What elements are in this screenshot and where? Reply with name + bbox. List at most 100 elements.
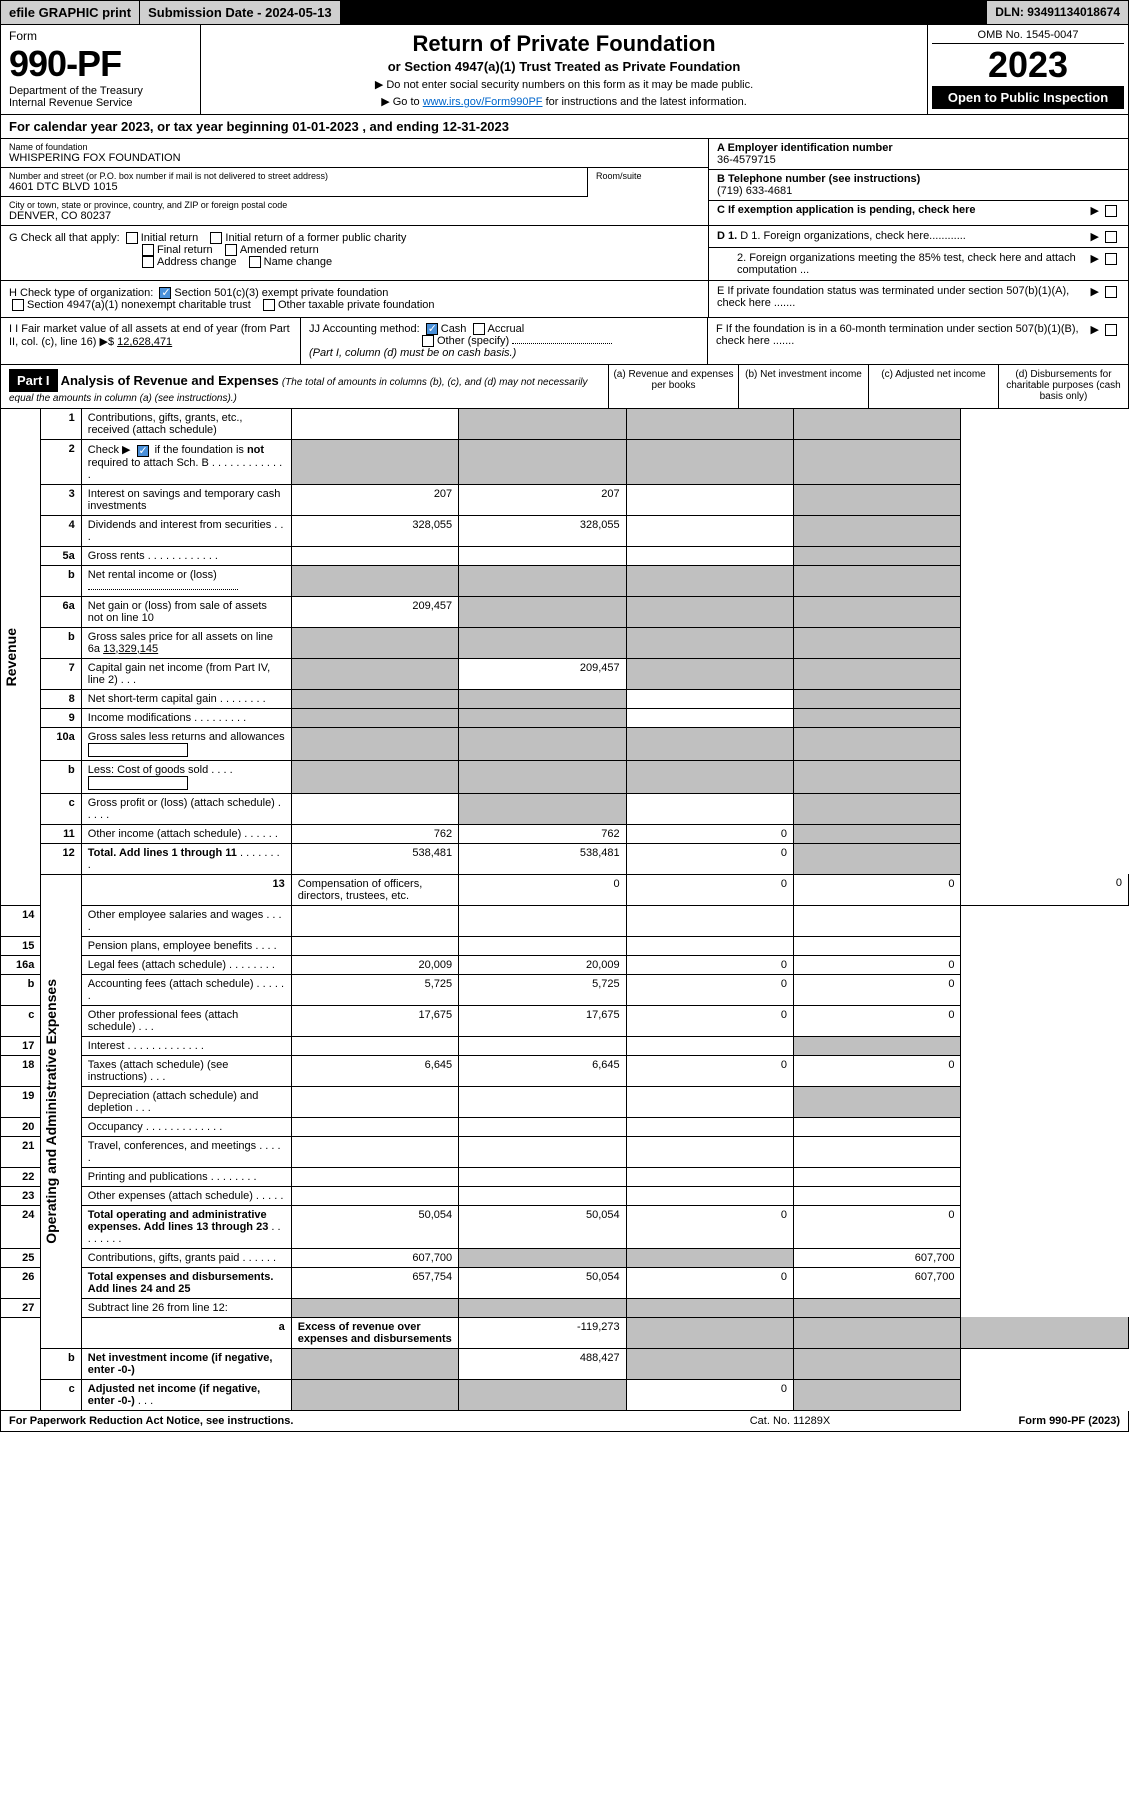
line-27a: aExcess of revenue over expenses and dis… — [1, 1317, 1129, 1348]
omb-number: OMB No. 1545-0047 — [932, 29, 1124, 44]
city-state-zip: DENVER, CO 80237 — [9, 210, 700, 222]
col-b-head: (b) Net investment income — [738, 365, 868, 408]
line-5a: 5aGross rents . . . . . . . . . . . . — [1, 546, 1129, 565]
col-c-head: (c) Adjusted net income — [868, 365, 998, 408]
submission-date: Submission Date - 2024-05-13 — [140, 1, 341, 24]
pra-notice: For Paperwork Reduction Act Notice, see … — [9, 1415, 660, 1427]
d2-checkbox[interactable] — [1105, 253, 1117, 265]
col-d-head: (d) Disbursements for charitable purpose… — [998, 365, 1128, 408]
header-center: Return of Private Foundation or Section … — [201, 25, 928, 114]
topbar-spacer — [341, 1, 988, 24]
line-4: 4Dividends and interest from securities … — [1, 515, 1129, 546]
ein-value: 36-4579715 — [717, 154, 1120, 166]
name-change-cb[interactable] — [249, 256, 261, 268]
line-13: Operating and Administrative Expenses 13… — [1, 874, 1129, 905]
part1-header-row: Part I Analysis of Revenue and Expenses … — [0, 365, 1129, 409]
amended-cb[interactable] — [225, 244, 237, 256]
exemption-cell: C If exemption application is pending, c… — [709, 201, 1128, 219]
f-checkbox[interactable] — [1105, 324, 1117, 336]
line-1: Revenue 1Contributions, gifts, grants, e… — [1, 409, 1129, 440]
exemption-checkbox[interactable] — [1105, 205, 1117, 217]
cash-checkbox[interactable] — [426, 323, 438, 335]
form-subtitle: or Section 4947(a)(1) Trust Treated as P… — [211, 59, 917, 74]
address-row: Number and street (or P.O. box number if… — [1, 168, 708, 197]
address-change-cb[interactable] — [142, 256, 154, 268]
part1-label: Part I — [9, 369, 58, 392]
i-cell: I I Fair market value of all assets at e… — [1, 318, 301, 364]
entity-left: Name of foundation WHISPERING FOX FOUNDA… — [1, 139, 708, 225]
line-6a: 6aNet gain or (loss) from sale of assets… — [1, 596, 1129, 627]
foundation-name: WHISPERING FOX FOUNDATION — [9, 152, 700, 164]
line-8: 8Net short-term capital gain . . . . . .… — [1, 689, 1129, 708]
d2-row: 2. Foreign organizations meeting the 85%… — [709, 248, 1128, 280]
footer: For Paperwork Reduction Act Notice, see … — [0, 1411, 1129, 1432]
line-23: 23Other expenses (attach schedule) . . .… — [1, 1186, 1129, 1205]
line-12: 12Total. Add lines 1 through 11 . . . . … — [1, 843, 1129, 874]
top-bar: efile GRAPHIC print Submission Date - 20… — [0, 0, 1129, 25]
line-3: 3Interest on savings and temporary cash … — [1, 484, 1129, 515]
h2-checkbox[interactable] — [12, 299, 24, 311]
cat-no: Cat. No. 11289X — [660, 1415, 920, 1427]
line-26: 26Total expenses and disbursements. Add … — [1, 1267, 1129, 1298]
line-21: 21Travel, conferences, and meetings . . … — [1, 1136, 1129, 1167]
line-10c: cGross profit or (loss) (attach schedule… — [1, 793, 1129, 824]
line-14: 14Other employee salaries and wages . . … — [1, 905, 1129, 936]
form-link[interactable]: www.irs.gov/Form990PF — [423, 96, 543, 108]
h-checks: H Check type of organization: Section 50… — [1, 281, 708, 317]
efile-label: efile GRAPHIC print — [1, 1, 140, 24]
accrual-checkbox[interactable] — [473, 323, 485, 335]
initial-return-cb[interactable] — [126, 232, 138, 244]
other-method-checkbox[interactable] — [422, 335, 434, 347]
street-address: 4601 DTC BLVD 1015 — [9, 181, 579, 193]
final-return-cb[interactable] — [142, 244, 154, 256]
form-header: Form 990-PF Department of the Treasury I… — [0, 25, 1129, 115]
dept-label: Department of the Treasury — [9, 85, 192, 97]
line-6b: bGross sales price for all assets on lin… — [1, 627, 1129, 658]
header-right: OMB No. 1545-0047 2023 Open to Public In… — [928, 25, 1128, 114]
tax-year: 2023 — [932, 44, 1124, 86]
d-checks: D 1. D 1. Foreign organizations, check h… — [708, 226, 1128, 280]
line-27: 27Subtract line 26 from line 12: — [1, 1298, 1129, 1317]
line-10a: 10aGross sales less returns and allowanc… — [1, 727, 1129, 760]
foundation-name-cell: Name of foundation WHISPERING FOX FOUNDA… — [1, 139, 708, 168]
header-left: Form 990-PF Department of the Treasury I… — [1, 25, 201, 114]
line-24: 24Total operating and administrative exp… — [1, 1205, 1129, 1248]
g-checks: G Check all that apply: Initial return I… — [1, 226, 708, 280]
entity-info: Name of foundation WHISPERING FOX FOUNDA… — [0, 139, 1129, 226]
checks-block-2: H Check type of organization: Section 50… — [0, 281, 1129, 318]
room-cell: Room/suite — [588, 168, 708, 197]
line-10b: bLess: Cost of goods sold . . . . — [1, 760, 1129, 793]
initial-former-cb[interactable] — [210, 232, 222, 244]
ein-cell: A Employer identification number 36-4579… — [709, 139, 1128, 170]
instr-2: ▶ Go to www.irs.gov/Form990PF for instru… — [211, 95, 917, 108]
line-5b: bNet rental income or (loss) — [1, 565, 1129, 596]
line-15: 15Pension plans, employee benefits . . .… — [1, 936, 1129, 955]
calendar-year-row: For calendar year 2023, or tax year begi… — [0, 115, 1129, 139]
schb-checkbox[interactable] — [137, 445, 149, 457]
col-a-head: (a) Revenue and expenses per books — [608, 365, 738, 408]
h1-checkbox[interactable] — [159, 287, 171, 299]
h3-checkbox[interactable] — [263, 299, 275, 311]
j-cell: JJ Accounting method: Cash Accrual Other… — [301, 318, 708, 364]
part1-table: Revenue 1Contributions, gifts, grants, e… — [0, 409, 1129, 1410]
form-title: Return of Private Foundation — [211, 31, 917, 57]
e-checkbox[interactable] — [1105, 286, 1117, 298]
line-19: 19Depreciation (attach schedule) and dep… — [1, 1086, 1129, 1117]
line-27b: bNet investment income (if negative, ent… — [1, 1348, 1129, 1379]
gross-sales-val: 13,329,145 — [103, 643, 158, 655]
open-public: Open to Public Inspection — [932, 86, 1124, 109]
city-cell: City or town, state or province, country… — [1, 197, 708, 225]
line-11: 11Other income (attach schedule) . . . .… — [1, 824, 1129, 843]
line-17: 17Interest . . . . . . . . . . . . . — [1, 1036, 1129, 1055]
line-16c: cOther professional fees (attach schedul… — [1, 1005, 1129, 1036]
d1-row: D 1. D 1. Foreign organizations, check h… — [709, 226, 1128, 248]
line-20: 20Occupancy . . . . . . . . . . . . . — [1, 1117, 1129, 1136]
line-27c: cAdjusted net income (if negative, enter… — [1, 1379, 1129, 1410]
checks-block-1: G Check all that apply: Initial return I… — [0, 226, 1129, 281]
fmv-value: 12,628,471 — [117, 336, 172, 348]
instr-1: ▶ Do not enter social security numbers o… — [211, 78, 917, 91]
line-18: 18Taxes (attach schedule) (see instructi… — [1, 1055, 1129, 1086]
d1-checkbox[interactable] — [1105, 231, 1117, 243]
revenue-label-cell: Revenue — [1, 409, 41, 905]
form-number: 990-PF — [9, 43, 192, 85]
